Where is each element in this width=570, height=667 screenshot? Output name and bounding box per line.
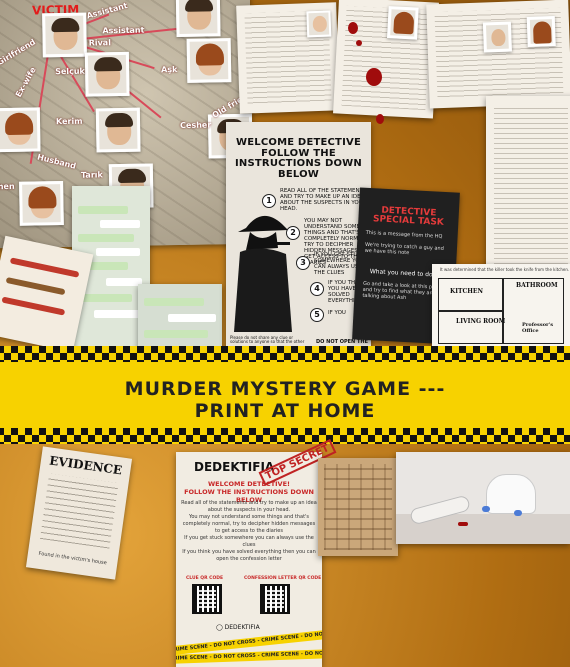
banner-title: MURDER MYSTERY GAME --- [124, 378, 446, 400]
suspect-photo [0, 107, 41, 153]
dedektifia-card: DEDEKTIFIA WELCOME DETECTIVE! FOLLOW THE … [176, 452, 322, 667]
checker-tape-top [0, 346, 570, 362]
suspect-photo [95, 107, 141, 153]
instructions-card: WELCOME DETECTIVE FOLLOW THE INSTRUCTION… [226, 122, 371, 352]
instagram-handle: ◯ DEDEKTIFIA [216, 624, 260, 631]
blood-splatter [348, 22, 358, 34]
blood-splatter [376, 114, 384, 124]
statement-document [426, 0, 570, 109]
clue-qr-code[interactable] [192, 584, 222, 614]
brand-logo: DEDEKTIFIA [194, 460, 275, 474]
victim-photo [42, 12, 87, 58]
blood-splatter [356, 40, 362, 46]
detective-silhouette-icon [234, 215, 292, 332]
title-banner [0, 362, 570, 428]
suspect-photo [19, 181, 64, 226]
evidence-sheet: EVIDENCE Found in the victim's house [25, 446, 133, 580]
banner-subtitle: PRINT AT HOME [194, 400, 376, 422]
confession-qr-code[interactable] [260, 584, 290, 614]
blood-splatter [366, 68, 382, 86]
hieroglyph-image [318, 458, 398, 556]
instructions-heading: WELCOME DETECTIVE FOLLOW THE INSTRUCTION… [235, 137, 362, 180]
floor-plan: It was determined that the killer took t… [432, 264, 570, 348]
checker-tape-bottom [0, 428, 570, 444]
suspect-photo [175, 0, 221, 38]
statement-document [236, 2, 340, 114]
suspect-photo [186, 38, 232, 83]
suspect-photo [84, 51, 130, 97]
crime-scene-photo [396, 452, 570, 544]
chat-screenshot [72, 186, 150, 352]
statement-document [333, 0, 439, 119]
